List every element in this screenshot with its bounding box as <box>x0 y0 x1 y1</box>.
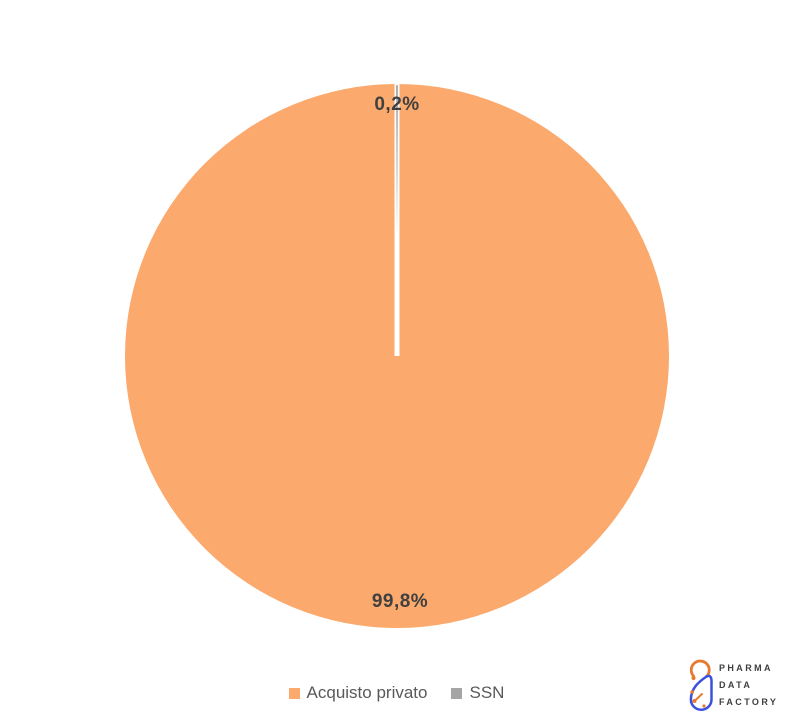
logo-node-1 <box>690 690 694 694</box>
legend-label-acquisto-privato: Acquisto privato <box>306 683 428 702</box>
legend-item-acquisto-privato: Acquisto privato <box>288 683 428 703</box>
data-label-acquisto-privato: 99,8% <box>371 591 429 612</box>
legend-swatch-ssn <box>451 687 463 699</box>
logo-drop <box>689 674 713 711</box>
data-label-ssn: 0,2% <box>374 94 420 115</box>
logo-node-3 <box>702 704 706 708</box>
legend-label-ssn: SSN <box>469 683 505 702</box>
logo-line-pharma: PHARMA <box>719 662 773 673</box>
legend-swatch-acquisto-privato <box>288 687 300 699</box>
pie-slice-ssn <box>394 83 400 357</box>
logo-node-2 <box>692 699 697 703</box>
logo-line-data: DATA <box>719 679 753 690</box>
legend: Acquisto privato SSN <box>0 683 793 703</box>
logo-arc-dot <box>691 675 696 681</box>
logo-text: PHARMA DATA FACTORY <box>719 660 778 711</box>
logo-arc <box>689 659 711 678</box>
logo-pharma-data-factory: PHARMA DATA FACTORY <box>686 657 778 713</box>
pharma-data-factory-icon <box>689 659 713 711</box>
legend-item-ssn: SSN <box>451 683 504 703</box>
logo-line-factory: FACTORY <box>719 696 779 707</box>
